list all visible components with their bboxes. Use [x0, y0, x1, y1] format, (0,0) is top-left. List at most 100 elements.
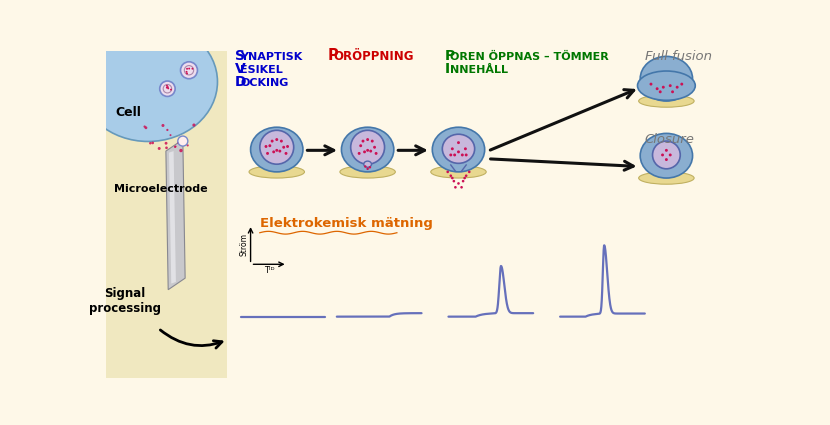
Ellipse shape [179, 149, 183, 152]
Ellipse shape [461, 153, 464, 156]
Text: P: P [328, 48, 339, 63]
Ellipse shape [278, 150, 281, 153]
Text: OREN ÖPPNAS – TÖMMER: OREN ÖPPNAS – TÖMMER [450, 52, 608, 62]
Ellipse shape [369, 150, 372, 153]
Ellipse shape [144, 126, 148, 129]
Ellipse shape [662, 86, 665, 89]
Ellipse shape [681, 82, 683, 85]
Ellipse shape [174, 146, 176, 148]
Ellipse shape [364, 161, 372, 167]
Ellipse shape [363, 150, 366, 153]
Ellipse shape [187, 144, 188, 147]
Ellipse shape [271, 140, 274, 142]
Ellipse shape [272, 150, 276, 153]
Ellipse shape [449, 153, 452, 156]
Ellipse shape [374, 152, 378, 155]
Ellipse shape [265, 145, 267, 148]
Ellipse shape [362, 140, 364, 142]
Ellipse shape [665, 158, 668, 161]
Ellipse shape [180, 62, 198, 79]
Ellipse shape [650, 82, 652, 85]
Ellipse shape [144, 125, 146, 128]
Ellipse shape [447, 170, 449, 173]
Ellipse shape [169, 134, 172, 136]
Ellipse shape [188, 68, 190, 70]
Polygon shape [169, 151, 176, 283]
Ellipse shape [159, 81, 175, 96]
Ellipse shape [276, 149, 278, 152]
Ellipse shape [366, 138, 369, 141]
Ellipse shape [640, 57, 692, 101]
Ellipse shape [637, 71, 696, 100]
FancyArrowPatch shape [160, 330, 222, 348]
Ellipse shape [158, 147, 161, 150]
Polygon shape [166, 139, 185, 290]
Ellipse shape [465, 153, 467, 156]
Ellipse shape [371, 140, 374, 142]
Ellipse shape [170, 89, 172, 91]
Ellipse shape [454, 186, 457, 189]
Ellipse shape [656, 87, 659, 90]
Ellipse shape [149, 142, 152, 145]
Text: P: P [445, 49, 455, 63]
Ellipse shape [461, 180, 465, 182]
Ellipse shape [451, 177, 454, 179]
Text: OCKING: OCKING [241, 79, 289, 88]
Ellipse shape [457, 141, 460, 144]
Text: Microelectrode: Microelectrode [114, 184, 208, 194]
Ellipse shape [453, 153, 456, 156]
Ellipse shape [638, 172, 694, 184]
Ellipse shape [166, 87, 168, 88]
Text: D: D [235, 75, 247, 89]
Ellipse shape [260, 130, 294, 164]
Ellipse shape [280, 140, 283, 142]
Ellipse shape [669, 84, 671, 87]
Ellipse shape [665, 149, 668, 152]
Text: Signal
processing: Signal processing [89, 287, 161, 315]
Ellipse shape [652, 141, 681, 169]
Ellipse shape [432, 127, 485, 172]
Text: Closure: Closure [645, 133, 695, 146]
Ellipse shape [465, 174, 467, 177]
Ellipse shape [457, 150, 460, 153]
Text: S: S [235, 49, 245, 63]
Ellipse shape [166, 129, 168, 131]
Ellipse shape [186, 71, 188, 73]
Ellipse shape [359, 144, 362, 147]
Ellipse shape [165, 147, 168, 149]
Text: Cell: Cell [115, 106, 141, 119]
Text: V: V [235, 62, 246, 76]
Ellipse shape [366, 167, 369, 170]
Ellipse shape [251, 127, 303, 172]
Ellipse shape [178, 136, 188, 146]
Text: Full fusion: Full fusion [645, 50, 712, 63]
Ellipse shape [442, 134, 475, 163]
Ellipse shape [186, 68, 188, 70]
Bar [106, 51, 227, 378]
Ellipse shape [364, 165, 367, 168]
Ellipse shape [452, 180, 455, 182]
Ellipse shape [671, 91, 674, 93]
Text: I: I [445, 62, 450, 76]
Ellipse shape [640, 133, 692, 178]
Ellipse shape [164, 142, 168, 145]
Ellipse shape [457, 182, 460, 185]
Ellipse shape [638, 95, 694, 107]
Ellipse shape [341, 127, 393, 172]
Ellipse shape [286, 145, 289, 148]
Ellipse shape [461, 186, 463, 189]
Ellipse shape [669, 153, 671, 156]
Ellipse shape [661, 153, 664, 156]
Ellipse shape [374, 146, 376, 149]
Ellipse shape [464, 147, 467, 150]
Ellipse shape [451, 147, 454, 150]
Text: YNAPTISK: YNAPTISK [241, 52, 303, 62]
Ellipse shape [358, 152, 360, 155]
Ellipse shape [186, 73, 188, 74]
Text: Tᴵᴰ: Tᴵᴰ [264, 266, 274, 275]
Ellipse shape [174, 145, 177, 147]
Ellipse shape [167, 86, 168, 88]
Ellipse shape [285, 152, 287, 155]
Ellipse shape [193, 124, 196, 127]
Ellipse shape [276, 138, 278, 141]
